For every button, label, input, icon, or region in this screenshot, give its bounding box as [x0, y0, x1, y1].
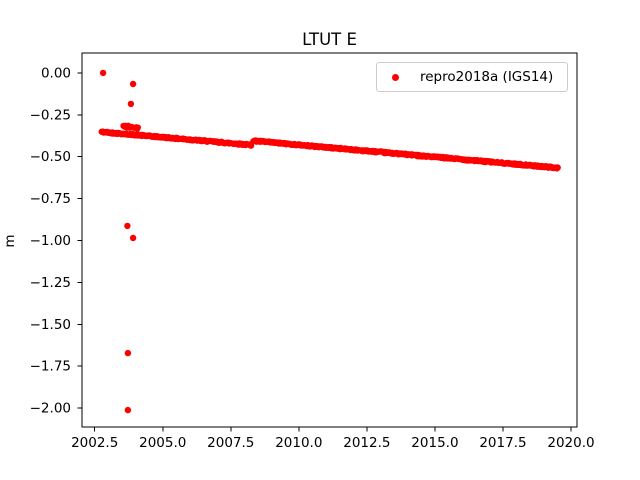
y-tick-label: −1.25: [30, 275, 71, 291]
x-tick-label: 2007.5: [207, 435, 254, 451]
outlier-point: [129, 80, 137, 88]
x-tick-label: 2020.0: [547, 435, 594, 451]
outlier-point: [127, 100, 135, 108]
y-tick-label: −1.50: [30, 317, 71, 333]
y-tick-label: −0.25: [30, 107, 71, 123]
x-tick-label: 2010.0: [275, 435, 322, 451]
y-tick-label: −1.00: [30, 233, 71, 249]
y-tick-label: −0.75: [30, 191, 71, 207]
x-tick-label: 2015.0: [411, 435, 458, 451]
legend: repro2018a (IGS14): [376, 62, 568, 92]
y-tick-label: −0.50: [30, 149, 71, 165]
x-tick-label: 2012.5: [343, 435, 390, 451]
outlier-point: [99, 69, 107, 77]
plot-spines: [81, 52, 578, 428]
outlier-point: [124, 406, 132, 414]
x-tick-label: 2017.5: [479, 435, 526, 451]
outlier-point: [129, 234, 137, 242]
legend-marker-dot-icon: [392, 73, 399, 81]
chart-title: LTUT E: [302, 30, 357, 49]
y-tick-label: −2.00: [30, 401, 71, 417]
outlier-point: [124, 349, 132, 357]
y-tick-label: −1.75: [30, 359, 71, 375]
x-tick-label: 2005.0: [139, 435, 186, 451]
x-tick-label: 2002.5: [71, 435, 118, 451]
axes-frame: 2002.5 2005.0 2007.5 2010.0 2012.5 2015.0 2017…: [30, 52, 595, 451]
outlier-point: [124, 222, 131, 230]
y-tick-label: 0.00: [41, 65, 71, 81]
legend-label: repro2018a (IGS14): [420, 69, 554, 85]
scatter-series-repro2018a: [98, 69, 561, 414]
